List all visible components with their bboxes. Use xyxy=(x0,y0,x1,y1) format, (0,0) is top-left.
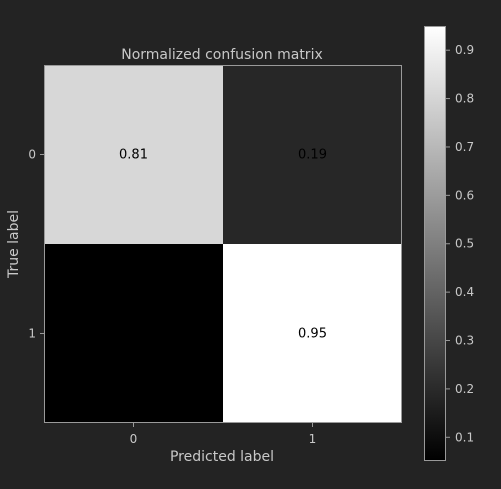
x-tick-label: 0 xyxy=(130,432,138,446)
x-tick-label: 1 xyxy=(309,432,317,446)
chart-title: Normalized confusion matrix xyxy=(121,47,323,63)
y-tick-label: 1 xyxy=(28,327,36,341)
colorbar-tick-label: 0.9 xyxy=(455,43,474,57)
y-axis-label: True label xyxy=(6,210,22,279)
colorbar-tick-label: 0.3 xyxy=(455,334,474,348)
cell-value-label-0-1: 0.19 xyxy=(298,148,327,163)
y-tick-label: 0 xyxy=(28,148,36,162)
colorbar xyxy=(424,26,446,461)
colorbar-tick-label: 0.7 xyxy=(455,140,474,154)
y-axis-ticks: 01 xyxy=(28,148,44,341)
cell-value-label-1-1: 0.95 xyxy=(298,327,327,342)
colorbar-tick-label: 0.2 xyxy=(455,382,474,396)
heatmap-cell-1-1 xyxy=(223,244,402,423)
colorbar-tick-label: 0.4 xyxy=(455,285,474,299)
colorbar-tick-label: 0.5 xyxy=(455,237,474,251)
x-axis-label: Predicted label xyxy=(170,449,274,465)
heatmap-cell-1-0 xyxy=(44,244,223,423)
colorbar-tick-label: 0.8 xyxy=(455,92,474,106)
colorbar-tick-label: 0.6 xyxy=(455,188,474,202)
cell-value-label-0-0: 0.81 xyxy=(119,148,148,163)
heatmap-cell-0-0 xyxy=(44,65,223,244)
cell-value-label-1-0: 0.051 xyxy=(115,327,152,342)
plot-frame xyxy=(44,65,402,423)
heatmap-cells: 0.81 0.19 0.051 0.95 xyxy=(44,65,402,423)
heatmap-cell-0-1 xyxy=(223,65,402,244)
colorbar-tick-label: 0.1 xyxy=(455,430,474,444)
colorbar-ticks: 0.1 0.2 0.3 0.4 0.5 0.6 0.7 0.8 0.9 xyxy=(446,43,474,444)
